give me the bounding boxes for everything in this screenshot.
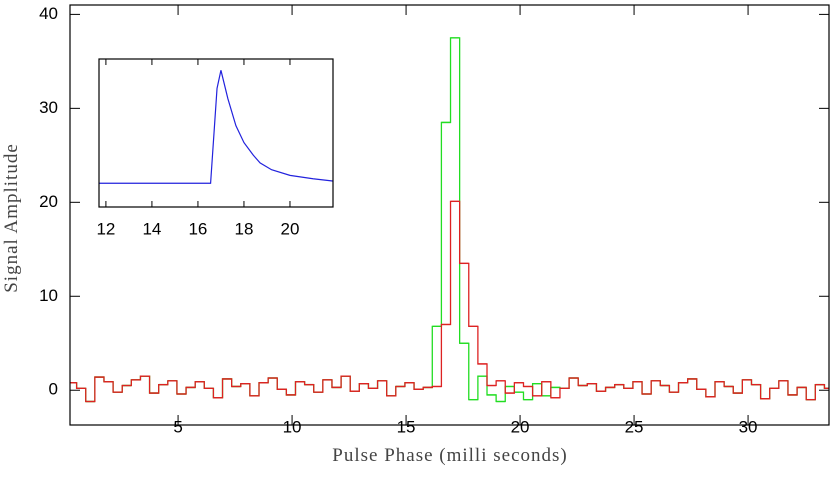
x-tick-label: 20: [511, 417, 530, 436]
axes-frame: [69, 4, 830, 426]
step-outline: [70, 200, 829, 403]
plot-area: [70, 37, 829, 403]
x-tick-label: 5: [173, 417, 182, 436]
x-tick-label: 16: [188, 219, 207, 238]
x-axis-label: Pulse Phase (milli seconds): [332, 445, 567, 466]
y-tick-label: 10: [39, 286, 58, 305]
x-tick-label: 20: [281, 219, 300, 238]
y-axis-label: Signal Amplitude: [1, 143, 22, 293]
x-tick-label: 14: [142, 219, 161, 238]
line: [99, 70, 333, 184]
axes-frame: [98, 58, 334, 208]
x-tick-label: 12: [96, 219, 115, 238]
x-tick-label: 30: [739, 417, 758, 436]
x-tick-label: 25: [625, 417, 644, 436]
x-tick-label: 18: [234, 219, 253, 238]
y-tick-label: 30: [39, 98, 58, 117]
y-tick-label: 40: [39, 4, 58, 23]
plot-area: [99, 70, 333, 184]
x-tick-label: 15: [397, 417, 416, 436]
x-tick-label: 10: [283, 417, 302, 436]
inset-background: [99, 59, 333, 207]
y-tick-label: 0: [49, 380, 58, 399]
y-tick-label: 20: [39, 192, 58, 211]
